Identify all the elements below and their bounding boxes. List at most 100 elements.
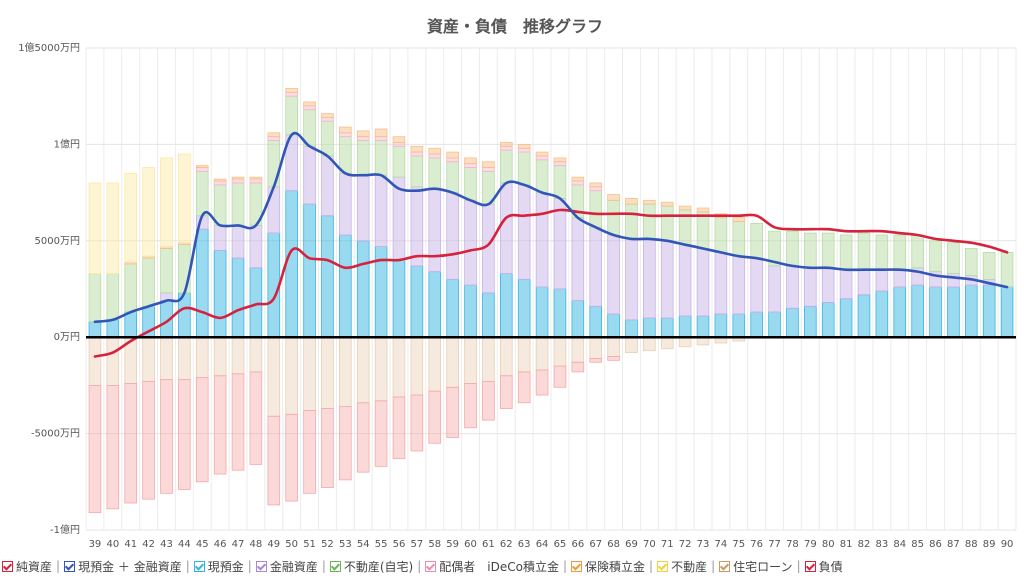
- x-tick-label: 58: [428, 539, 441, 550]
- bar-segment: [356, 130, 370, 138]
- bar-segment: [821, 302, 835, 338]
- legend-item[interactable]: 現預金 ＋ 金融資産: [64, 558, 182, 575]
- legend-item[interactable]: 保険積立金: [571, 558, 645, 575]
- x-tick-label: 89: [983, 539, 996, 550]
- bar-segment: [464, 336, 477, 384]
- checkbox-check-icon[interactable]: [193, 560, 205, 572]
- bar-segment: [303, 336, 316, 411]
- bar-segment: [106, 273, 120, 321]
- bar-segment: [660, 240, 674, 319]
- bar-segment: [678, 244, 692, 317]
- x-tick-label: 84: [893, 539, 906, 550]
- bar-segment: [231, 224, 245, 259]
- bar-segment: [517, 371, 531, 404]
- x-tick-label: 46: [214, 539, 227, 550]
- bar-segment: [374, 140, 388, 176]
- bar-segment: [589, 305, 603, 338]
- bar-segment: [356, 174, 370, 242]
- bar-segment: [195, 336, 209, 379]
- bar-segment: [857, 269, 871, 296]
- legend-item-label: 金融資産: [269, 559, 318, 574]
- bar-segment: [106, 319, 120, 338]
- x-tick-label: 61: [482, 539, 495, 550]
- legend-item[interactable]: 負債: [804, 558, 843, 575]
- bar-segment: [750, 223, 763, 259]
- bar-segment: [231, 336, 245, 375]
- bar-segment: [821, 267, 835, 303]
- bar-segment: [231, 178, 245, 184]
- bar-segment: [660, 201, 674, 207]
- bar-segment: [535, 192, 549, 288]
- bar-segment: [410, 145, 424, 153]
- bar-segment: [428, 188, 442, 273]
- x-tick-label: 79: [804, 539, 817, 550]
- bar-segment: [213, 224, 227, 251]
- checkbox-check-icon[interactable]: [571, 560, 583, 572]
- legend-separator: |: [562, 559, 568, 573]
- bar-segment: [857, 232, 871, 271]
- x-tick-label: 54: [357, 539, 370, 550]
- bar-segment: [178, 153, 191, 244]
- bar-segment: [428, 390, 442, 444]
- bar-segment: [982, 284, 996, 338]
- legend-item[interactable]: 金融資産: [255, 558, 318, 575]
- bar-segment: [589, 336, 603, 359]
- legend-item[interactable]: 配偶者 iDeCo積立金: [425, 558, 559, 575]
- bar-segment: [392, 145, 406, 178]
- checkbox-check-icon[interactable]: [719, 560, 731, 572]
- bar-segment: [88, 384, 102, 514]
- checkbox-check-icon[interactable]: [255, 560, 267, 572]
- bar-segment: [464, 284, 477, 338]
- legend-separator: |: [56, 559, 61, 573]
- bar-segment: [607, 194, 620, 201]
- legend-item-label: 不動産(自宅): [343, 559, 414, 574]
- checkbox-check-icon[interactable]: [804, 560, 816, 572]
- bar-segment: [607, 234, 620, 315]
- x-tick-label: 48: [250, 539, 263, 550]
- bar-segment: [678, 336, 692, 348]
- bar-segment: [625, 238, 638, 321]
- bar-segment: [643, 317, 656, 338]
- legend-separator: |: [649, 559, 654, 573]
- bar-segment: [88, 336, 102, 386]
- bar-segment: [499, 273, 513, 338]
- bar-segment: [571, 336, 585, 363]
- legend-item[interactable]: 現預金: [193, 558, 244, 575]
- bar-segment: [410, 186, 424, 267]
- bar-segment: [553, 197, 567, 290]
- bar-segment: [696, 248, 710, 317]
- x-tick-label: 64: [536, 539, 549, 550]
- bar-segment: [339, 132, 352, 138]
- bar-segment: [356, 240, 370, 338]
- bar-segment: [732, 313, 746, 338]
- bar-segment: [482, 292, 495, 338]
- legend-item[interactable]: 不動産: [657, 558, 707, 575]
- bar-segment: [267, 140, 281, 188]
- checkbox-check-icon[interactable]: [2, 560, 13, 572]
- bar-segment: [499, 375, 513, 409]
- bar-segment: [267, 336, 281, 417]
- bar-segment: [249, 267, 263, 338]
- bar-segment: [142, 381, 155, 500]
- checkbox-check-icon[interactable]: [64, 560, 76, 572]
- bar-segment: [607, 199, 620, 236]
- legend-item[interactable]: 純資産: [2, 558, 52, 575]
- bar-segment: [321, 120, 334, 157]
- legend-item[interactable]: 不動産(自宅): [329, 558, 414, 575]
- legend-item-label: 配偶者 iDeCo積立金: [439, 559, 559, 574]
- bar-segment: [392, 259, 406, 338]
- x-tick-label: 45: [196, 539, 209, 550]
- bar-segment: [195, 167, 209, 172]
- checkbox-check-icon[interactable]: [657, 560, 669, 572]
- checkbox-check-icon[interactable]: [329, 560, 341, 572]
- bar-segment: [696, 211, 710, 249]
- x-tick-label: 40: [106, 539, 119, 550]
- bar-segment: [875, 290, 889, 338]
- checkbox-check-icon[interactable]: [425, 560, 437, 572]
- legend-separator: |: [796, 559, 801, 573]
- bar-segment: [893, 286, 907, 338]
- bar-segment: [786, 230, 799, 267]
- legend-item[interactable]: 住宅ローン: [719, 558, 793, 575]
- x-tick-label: 88: [965, 539, 978, 550]
